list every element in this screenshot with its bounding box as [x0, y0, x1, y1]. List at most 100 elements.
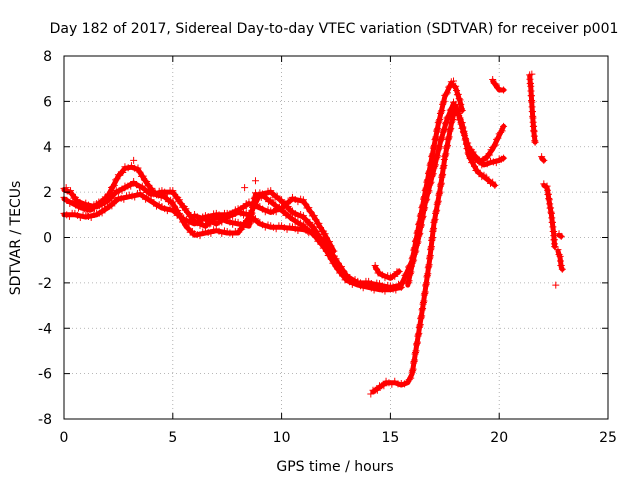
- data-point-marker: [415, 329, 423, 337]
- series-track-j: [538, 153, 548, 164]
- data-point-marker: [321, 237, 329, 245]
- data-point-marker: [491, 181, 499, 189]
- y-tick-label: 4: [43, 140, 52, 156]
- data-point-marker: [494, 84, 502, 92]
- data-point-marker: [441, 151, 449, 159]
- data-point-marker: [66, 199, 74, 207]
- data-point-marker: [63, 196, 71, 204]
- data-point-marker: [373, 265, 381, 273]
- data-point-marker: [109, 182, 117, 190]
- data-point-marker: [433, 153, 441, 161]
- data-point-marker: [454, 107, 462, 115]
- data-point-marker: [282, 202, 290, 210]
- data-point-marker: [455, 95, 463, 103]
- data-point-marker: [420, 297, 428, 305]
- data-point-marker: [439, 170, 447, 178]
- y-tick-label: 2: [43, 185, 52, 201]
- data-point-marker: [413, 338, 421, 346]
- series-track-h: [489, 75, 508, 94]
- data-point-marker: [428, 233, 436, 241]
- data-point-marker: [169, 198, 177, 206]
- data-point-marker: [385, 379, 393, 387]
- data-point-marker: [207, 229, 215, 237]
- data-point-marker: [229, 212, 237, 220]
- data-point-marker: [456, 116, 464, 124]
- data-point-marker: [423, 279, 431, 287]
- data-point-marker: [432, 208, 440, 216]
- data-point-marker: [531, 138, 539, 146]
- data-point-marker: [436, 143, 444, 151]
- data-point-marker: [528, 70, 536, 78]
- data-point-marker: [98, 209, 106, 217]
- data-point-marker: [432, 155, 440, 163]
- data-point-marker: [405, 376, 413, 384]
- data-point-marker: [493, 135, 501, 143]
- data-point-marker: [437, 179, 445, 187]
- data-point-marker: [371, 261, 379, 269]
- data-point-marker: [439, 99, 447, 107]
- data-point-marker: [445, 83, 453, 91]
- data-point-marker: [440, 127, 448, 135]
- data-point-marker: [395, 268, 403, 276]
- data-point-marker: [380, 382, 388, 390]
- series-track-g: [463, 122, 508, 164]
- data-point-marker: [299, 212, 307, 220]
- data-point-marker: [435, 191, 443, 199]
- data-point-marker: [430, 141, 438, 149]
- data-point-marker: [430, 218, 438, 226]
- data-point-marker: [421, 204, 429, 212]
- data-point-marker: [407, 268, 415, 276]
- data-point-marker: [234, 227, 242, 235]
- data-point-marker: [445, 134, 453, 142]
- data-point-marker: [436, 109, 444, 117]
- data-point-marker: [460, 130, 468, 138]
- data-point-marker: [130, 156, 138, 164]
- data-point-marker: [538, 153, 546, 161]
- data-point-marker: [434, 199, 442, 207]
- data-point-marker: [490, 79, 498, 87]
- data-point-marker: [175, 196, 183, 204]
- data-point-marker: [253, 195, 261, 203]
- data-point-marker: [330, 252, 338, 260]
- data-point-marker: [491, 141, 499, 149]
- data-point-marker: [442, 150, 450, 158]
- data-point-marker: [424, 270, 432, 278]
- data-point-marker: [118, 187, 126, 195]
- data-point-marker: [408, 259, 416, 267]
- data-point-marker: [489, 158, 497, 166]
- data-point-marker: [70, 194, 78, 202]
- y-tick-label: -6: [38, 367, 52, 383]
- data-point-marker: [428, 151, 436, 159]
- chart-title: Day 182 of 2017, Sidereal Day-to-day VTE…: [50, 21, 619, 37]
- data-point-marker: [412, 247, 420, 255]
- series-track-n: [371, 261, 403, 282]
- data-point-marker: [500, 86, 508, 94]
- data-point-marker: [441, 120, 449, 128]
- data-point-marker: [141, 176, 149, 184]
- data-point-marker: [412, 347, 420, 355]
- x-tick-label: 10: [273, 430, 291, 446]
- data-point-marker: [457, 120, 465, 128]
- data-point-marker: [445, 112, 453, 120]
- data-point-marker: [430, 164, 438, 172]
- data-point-marker: [554, 246, 562, 254]
- data-point-marker: [367, 390, 375, 398]
- data-point-marker: [310, 212, 318, 220]
- data-point-marker: [421, 288, 429, 296]
- data-point-marker: [404, 280, 412, 288]
- data-point-marker: [500, 122, 508, 130]
- data-point-marker: [240, 204, 248, 212]
- y-tick-label: -2: [38, 276, 52, 292]
- data-point-marker: [492, 80, 500, 88]
- data-point-marker: [106, 189, 114, 197]
- data-point-marker: [241, 184, 249, 192]
- data-point-marker: [131, 193, 139, 201]
- data-point-marker: [339, 267, 347, 275]
- data-point-marker: [445, 133, 453, 141]
- x-tick-label: 20: [490, 430, 508, 446]
- data-point-marker: [415, 231, 423, 239]
- data-point-marker: [108, 202, 116, 210]
- data-point-marker: [444, 113, 452, 121]
- data-point-marker: [321, 230, 329, 238]
- data-point-marker: [418, 214, 426, 222]
